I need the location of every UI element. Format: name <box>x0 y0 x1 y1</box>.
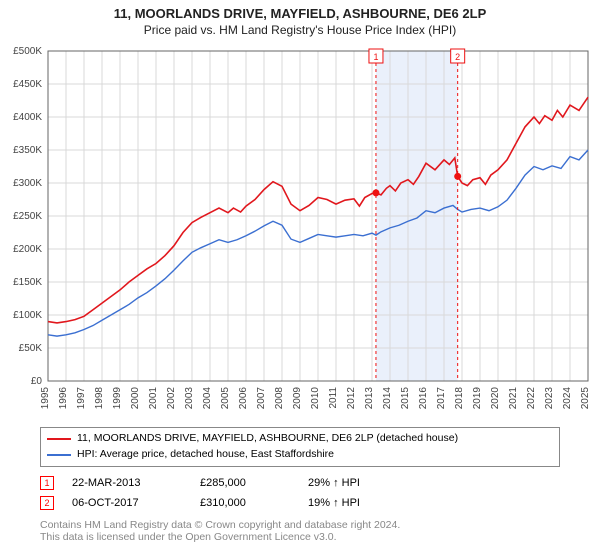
titles: 11, MOORLANDS DRIVE, MAYFIELD, ASHBOURNE… <box>0 0 600 37</box>
legend-swatch <box>47 454 71 456</box>
svg-text:2010: 2010 <box>310 387 321 410</box>
sale-hpi-delta: 19% ↑ HPI <box>308 497 398 509</box>
svg-text:2019: 2019 <box>472 387 483 410</box>
sale-hpi-delta: 29% ↑ HPI <box>308 477 398 489</box>
svg-text:2020: 2020 <box>490 387 501 410</box>
svg-text:2007: 2007 <box>256 387 267 410</box>
footer-line: Contains HM Land Registry data © Crown c… <box>40 519 560 531</box>
svg-text:2017: 2017 <box>436 387 447 410</box>
svg-text:2001: 2001 <box>148 387 159 410</box>
svg-text:2002: 2002 <box>166 387 177 410</box>
svg-text:2022: 2022 <box>526 387 537 410</box>
sale-price: £310,000 <box>200 497 290 509</box>
legend-label: HPI: Average price, detached house, East… <box>77 447 334 463</box>
marker-icon: 1 <box>40 476 54 490</box>
svg-text:2013: 2013 <box>364 387 375 410</box>
svg-text:2004: 2004 <box>202 387 213 410</box>
legend-row: 11, MOORLANDS DRIVE, MAYFIELD, ASHBOURNE… <box>47 431 553 447</box>
svg-text:2006: 2006 <box>238 387 249 410</box>
svg-text:£150K: £150K <box>13 277 42 288</box>
svg-text:2025: 2025 <box>580 387 591 410</box>
svg-text:2014: 2014 <box>382 387 393 410</box>
svg-text:2008: 2008 <box>274 387 285 410</box>
svg-text:2018: 2018 <box>454 387 465 410</box>
svg-text:2023: 2023 <box>544 387 555 410</box>
svg-text:2016: 2016 <box>418 387 429 410</box>
svg-text:£100K: £100K <box>13 310 42 321</box>
svg-text:£400K: £400K <box>13 112 42 123</box>
svg-text:£250K: £250K <box>13 211 42 222</box>
svg-text:2021: 2021 <box>508 387 519 410</box>
svg-text:2024: 2024 <box>562 387 573 410</box>
svg-text:2000: 2000 <box>130 387 141 410</box>
svg-text:2015: 2015 <box>400 387 411 410</box>
svg-text:1998: 1998 <box>94 387 105 410</box>
svg-text:2005: 2005 <box>220 387 231 410</box>
svg-text:£500K: £500K <box>13 46 42 57</box>
legend-box: 11, MOORLANDS DRIVE, MAYFIELD, ASHBOURNE… <box>40 427 560 467</box>
sale-date: 22-MAR-2013 <box>72 477 182 489</box>
footer-line: This data is licensed under the Open Gov… <box>40 531 560 543</box>
legend-row: HPI: Average price, detached house, East… <box>47 447 553 463</box>
sale-row: 1 22-MAR-2013 £285,000 29% ↑ HPI <box>40 473 560 493</box>
sale-price: £285,000 <box>200 477 290 489</box>
svg-text:£300K: £300K <box>13 178 42 189</box>
svg-text:1999: 1999 <box>112 387 123 410</box>
svg-text:£200K: £200K <box>13 244 42 255</box>
address-title: 11, MOORLANDS DRIVE, MAYFIELD, ASHBOURNE… <box>0 6 600 21</box>
svg-text:1996: 1996 <box>58 387 69 410</box>
line-chart: £0 £50K £100K £150K £200K £250K £300K £350K £400… <box>0 43 600 423</box>
svg-text:£0: £0 <box>31 376 43 387</box>
svg-text:£350K: £350K <box>13 145 42 156</box>
chart-area: £0 £50K £100K £150K £200K £250K £300K £350K £400… <box>0 43 600 423</box>
svg-text:2003: 2003 <box>184 387 195 410</box>
svg-text:£50K: £50K <box>19 343 43 354</box>
svg-text:2011: 2011 <box>328 387 339 409</box>
subtitle: Price paid vs. HM Land Registry's House … <box>0 23 600 37</box>
svg-text:£450K: £450K <box>13 79 42 90</box>
legend-label: 11, MOORLANDS DRIVE, MAYFIELD, ASHBOURNE… <box>77 431 458 447</box>
sale-date: 06-OCT-2017 <box>72 497 182 509</box>
legend-swatch <box>47 438 71 440</box>
footer-attribution: Contains HM Land Registry data © Crown c… <box>40 519 560 543</box>
svg-text:2: 2 <box>455 52 460 62</box>
svg-text:1995: 1995 <box>40 387 51 410</box>
svg-text:2012: 2012 <box>346 387 357 410</box>
svg-text:1: 1 <box>373 52 378 62</box>
sales-table: 1 22-MAR-2013 £285,000 29% ↑ HPI 2 06-OC… <box>40 473 560 513</box>
marker-icon: 2 <box>40 496 54 510</box>
svg-text:1997: 1997 <box>76 387 87 410</box>
svg-text:2009: 2009 <box>292 387 303 410</box>
sale-row: 2 06-OCT-2017 £310,000 19% ↑ HPI <box>40 493 560 513</box>
